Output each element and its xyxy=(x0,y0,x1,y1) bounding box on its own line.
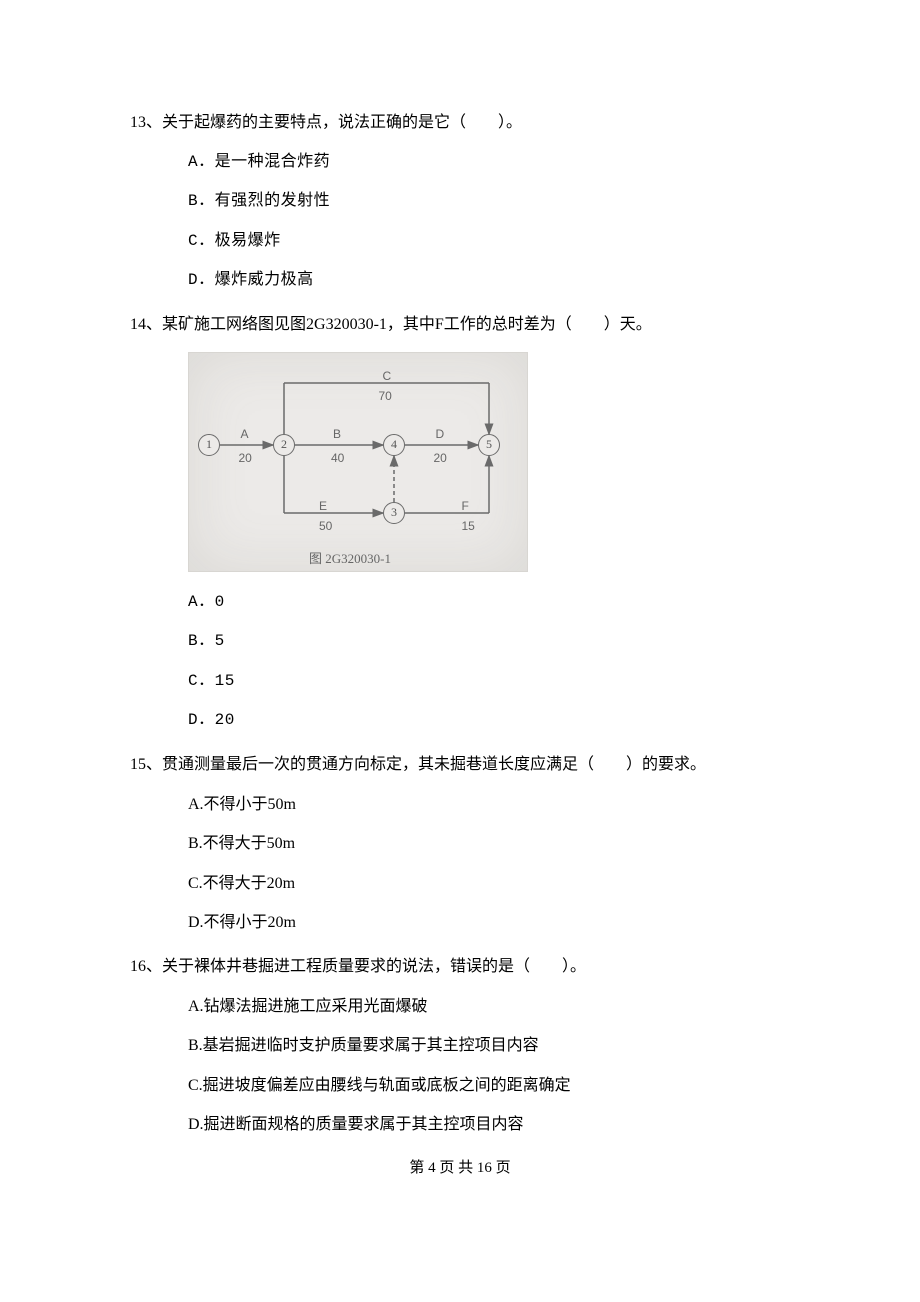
q15-opt-c: C.不得大于20m xyxy=(130,871,790,897)
q15-text: 贯通测量最后一次的贯通方向标定，其未掘巷道长度应满足（ ）的要求。 xyxy=(162,756,706,773)
q16-text: 关于裸体井巷掘进工程质量要求的说法，错误的是（ ）。 xyxy=(162,958,586,975)
q13-text: 关于起爆药的主要特点，说法正确的是它（ ）。 xyxy=(162,114,522,131)
q15-number: 15、 xyxy=(130,756,162,773)
q15-opt-b: B.不得大于50m xyxy=(130,831,790,857)
edge-label: 15 xyxy=(462,517,475,536)
q14-stem: 14、某矿施工网络图见图2G320030-1，其中F工作的总时差为（ ）天。 xyxy=(130,312,790,338)
q14-diagram-wrap: A 20 B 40 C70 D 20 E50 F15 1 2 3 4 5 图 2G320030-1 xyxy=(188,352,790,572)
network-node-3: 3 xyxy=(383,502,405,524)
q13-opt-c: C．极易爆炸 xyxy=(130,229,790,255)
page: 13、关于起爆药的主要特点，说法正确的是它（ ）。 A．是一种混合炸药 B．有强… xyxy=(0,0,920,1302)
edge-label: B xyxy=(333,425,341,444)
q13-opt-a: A．是一种混合炸药 xyxy=(130,150,790,176)
question-14: 14、某矿施工网络图见图2G320030-1，其中F工作的总时差为（ ）天。 A… xyxy=(130,312,790,734)
edge-label: 20 xyxy=(239,449,252,468)
question-13: 13、关于起爆药的主要特点，说法正确的是它（ ）。 A．是一种混合炸药 B．有强… xyxy=(130,110,790,294)
q13-number: 13、 xyxy=(130,114,162,131)
network-node-4: 4 xyxy=(383,434,405,456)
q13-stem: 13、关于起爆药的主要特点，说法正确的是它（ ）。 xyxy=(130,110,790,136)
q16-opt-c: C.掘进坡度偏差应由腰线与轨面或底板之间的距离确定 xyxy=(130,1073,790,1099)
network-node-2: 2 xyxy=(273,434,295,456)
q14-opt-a: A．0 xyxy=(130,590,790,616)
q16-opt-b: B.基岩掘进临时支护质量要求属于其主控项目内容 xyxy=(130,1033,790,1059)
q13-opt-b: B．有强烈的发射性 xyxy=(130,189,790,215)
q13-opt-d: D．爆炸威力极高 xyxy=(130,268,790,294)
q14-number: 14、 xyxy=(130,316,162,333)
network-node-1: 1 xyxy=(198,434,220,456)
q14-text: 某矿施工网络图见图2G320030-1，其中F工作的总时差为（ ）天。 xyxy=(162,316,652,333)
q14-opt-d: D．20 xyxy=(130,708,790,734)
q14-opt-b: B．5 xyxy=(130,629,790,655)
edge-label: D xyxy=(436,425,445,444)
edge-label: 40 xyxy=(331,449,344,468)
q16-stem: 16、关于裸体井巷掘进工程质量要求的说法，错误的是（ ）。 xyxy=(130,954,790,980)
edge-label: C xyxy=(383,367,392,386)
edge-label: 20 xyxy=(434,449,447,468)
q15-opt-a: A.不得小于50m xyxy=(130,792,790,818)
q16-number: 16、 xyxy=(130,958,162,975)
edge-label: 70 xyxy=(379,387,392,406)
q16-opt-a: A.钻爆法掘进施工应采用光面爆破 xyxy=(130,994,790,1020)
edge-label: 50 xyxy=(319,517,332,536)
edge-label: A xyxy=(241,425,249,444)
q15-opt-d: D.不得小于20m xyxy=(130,910,790,936)
q16-opt-d: D.掘进断面规格的质量要求属于其主控项目内容 xyxy=(130,1112,790,1138)
edge-label: F xyxy=(462,497,469,516)
q14-opt-c: C．15 xyxy=(130,669,790,695)
question-15: 15、贯通测量最后一次的贯通方向标定，其未掘巷道长度应满足（ ）的要求。 A.不… xyxy=(130,752,790,936)
page-footer: 第 4 页 共 16 页 xyxy=(130,1156,790,1180)
q15-stem: 15、贯通测量最后一次的贯通方向标定，其未掘巷道长度应满足（ ）的要求。 xyxy=(130,752,790,778)
question-16: 16、关于裸体井巷掘进工程质量要求的说法，错误的是（ ）。 A.钻爆法掘进施工应… xyxy=(130,954,790,1138)
edge-label: E xyxy=(319,497,327,516)
network-diagram: A 20 B 40 C70 D 20 E50 F15 1 2 3 4 5 图 2G320030-1 xyxy=(188,352,528,572)
network-node-5: 5 xyxy=(478,434,500,456)
diagram-caption: 图 2G320030-1 xyxy=(309,549,391,570)
